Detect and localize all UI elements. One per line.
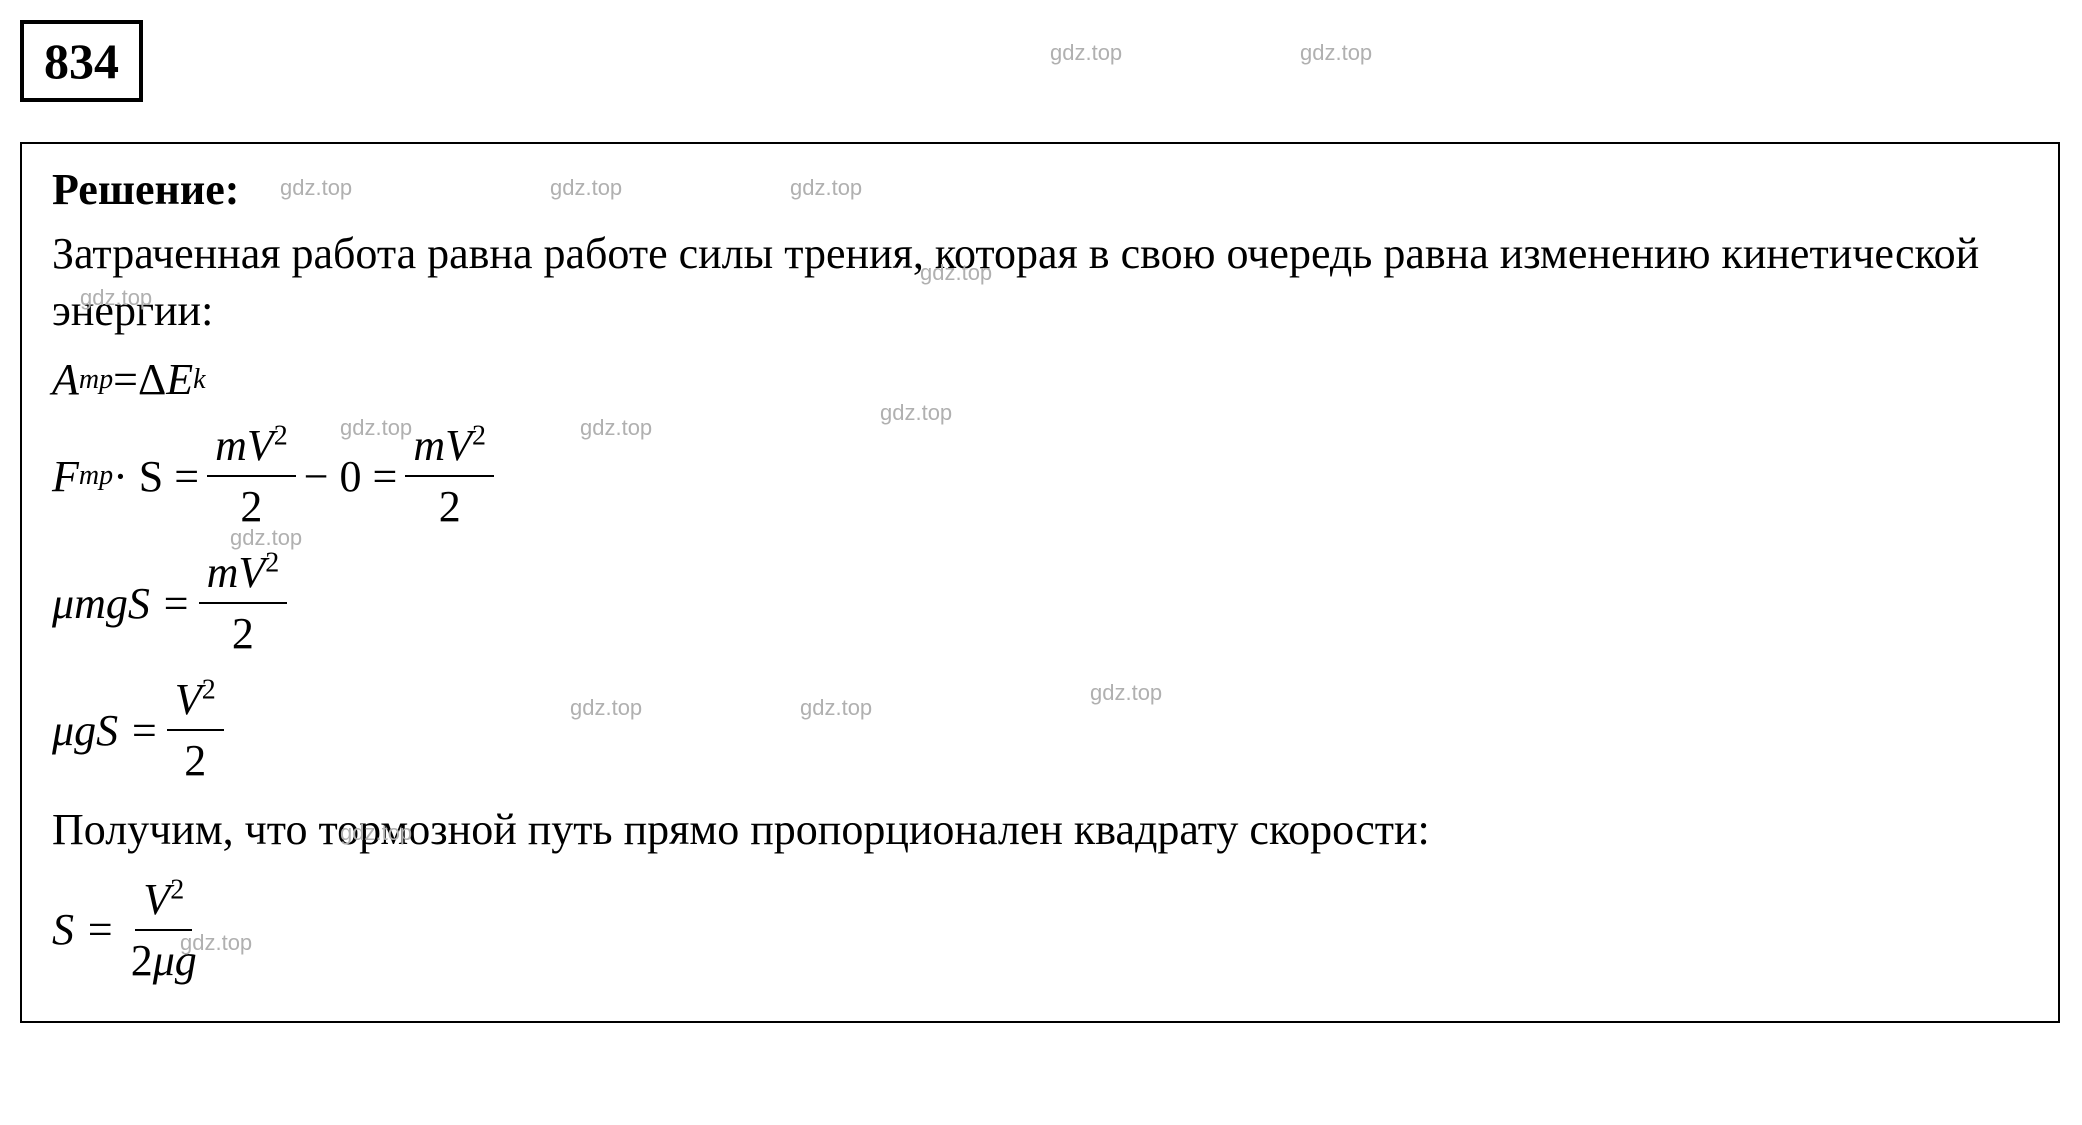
watermark: gdz.top — [280, 175, 352, 201]
eq2-dot-S: · S = — [113, 451, 199, 502]
eq2-frac2: mV2 2 — [405, 420, 494, 532]
watermark: gdz.top — [880, 400, 952, 426]
eq2-frac2-m: m — [413, 421, 445, 470]
eq1-A: A — [52, 354, 79, 405]
eq3-frac-num: mV2 — [199, 547, 288, 604]
eq3-frac: mV2 2 — [199, 547, 288, 659]
watermark: gdz.top — [340, 415, 412, 441]
watermark: gdz.top — [1300, 40, 1372, 66]
watermark: gdz.top — [920, 260, 992, 286]
solution-box: Решение: Затраченная работа равна работе… — [20, 142, 2060, 1023]
eq3-frac-V: V — [238, 548, 265, 597]
eq3-frac-sup: 2 — [265, 548, 279, 579]
eq1-sub-k: k — [193, 364, 205, 396]
watermark: gdz.top — [570, 695, 642, 721]
eq5-frac-V: V — [143, 875, 170, 924]
eq5-frac-num: V2 — [135, 874, 192, 931]
eq2-frac2-num: mV2 — [405, 420, 494, 477]
watermark: gdz.top — [550, 175, 622, 201]
eq2-frac2-sup: 2 — [472, 421, 486, 452]
eq2-frac1-sup: 2 — [274, 421, 288, 452]
watermark: gdz.top — [800, 695, 872, 721]
watermark: gdz.top — [230, 525, 302, 551]
eq2-frac1-num: mV2 — [207, 420, 296, 477]
equation-5: S = V2 2μg — [52, 874, 2028, 986]
equation-3: μ mgS = mV2 2 — [52, 547, 2028, 659]
eq4-frac-V: V — [175, 675, 202, 724]
eq5-den-mu: μ — [153, 936, 175, 985]
eq3-mgS: mgS = — [74, 578, 190, 629]
eq4-gS: gS = — [74, 705, 159, 756]
eq3-mu: μ — [52, 578, 74, 629]
eq5-S: S = — [52, 904, 115, 955]
eq1-equals: = — [113, 354, 138, 405]
eq1-sub-tr: тр — [79, 364, 113, 396]
eq4-frac-num: V2 — [167, 674, 224, 731]
equation-1: A тр = Δ E k — [52, 354, 2028, 405]
intro-text: Затраченная работа равна работе силы тре… — [52, 225, 2028, 339]
eq2-frac2-V: V — [445, 421, 472, 470]
watermark: gdz.top — [80, 285, 152, 311]
eq4-frac: V2 2 — [167, 674, 224, 786]
eq5-den-2: 2 — [131, 936, 153, 985]
eq1-E: E — [166, 354, 193, 405]
eq2-sub-tr: тр — [79, 460, 113, 492]
eq3-frac-den: 2 — [224, 604, 262, 659]
eq2-F: F — [52, 451, 79, 502]
watermark: gdz.top — [790, 175, 862, 201]
eq3-frac-m: m — [207, 548, 239, 597]
watermark: gdz.top — [1090, 680, 1162, 706]
eq4-frac-sup: 2 — [202, 675, 216, 706]
eq2-frac1-m: m — [215, 421, 247, 470]
eq4-mu: μ — [52, 705, 74, 756]
eq2-frac2-den: 2 — [431, 477, 469, 532]
eq2-minus-zero: − 0 = — [304, 451, 398, 502]
watermark: gdz.top — [180, 930, 252, 956]
eq4-frac-den: 2 — [176, 731, 214, 786]
equation-4: μ gS = V2 2 — [52, 674, 2028, 786]
eq1-delta: Δ — [138, 354, 166, 405]
problem-number: 834 — [44, 33, 119, 89]
watermark: gdz.top — [1050, 40, 1122, 66]
watermark: gdz.top — [580, 415, 652, 441]
problem-number-box: 834 — [20, 20, 143, 102]
watermark: gdz.top — [340, 820, 412, 846]
eq2-frac1-V: V — [247, 421, 274, 470]
eq2-frac1: mV2 2 — [207, 420, 296, 532]
eq5-frac-sup: 2 — [170, 874, 184, 905]
